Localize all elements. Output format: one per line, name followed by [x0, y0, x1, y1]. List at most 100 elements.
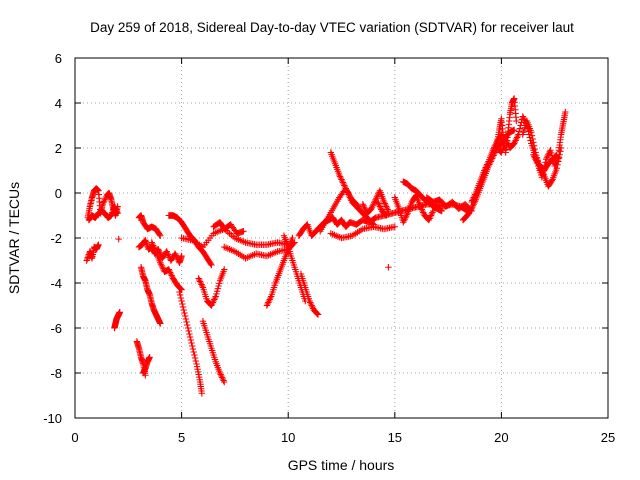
data-point — [336, 171, 343, 179]
data-point — [504, 140, 511, 147]
data-point — [308, 302, 315, 309]
series-S9 — [135, 237, 185, 266]
data-point — [172, 252, 180, 259]
data-point — [100, 199, 107, 206]
data-point — [211, 294, 219, 302]
data-point — [157, 320, 164, 327]
data-point — [197, 279, 204, 287]
y-tick-label: -10 — [43, 411, 62, 426]
axis-ticks: 0 5 10 15 20 25 -10 -8 -6 -4 -2 0 2 4 6 — [43, 51, 615, 445]
data-point — [371, 198, 379, 205]
series-S7 — [140, 354, 153, 377]
data-point — [95, 241, 102, 248]
data-point — [375, 200, 382, 207]
data-point — [217, 371, 224, 378]
data-point — [548, 177, 556, 184]
data-point — [384, 206, 391, 213]
data-point — [336, 173, 344, 180]
data-point — [539, 171, 546, 178]
data-point — [374, 198, 381, 206]
series-S11 — [148, 239, 185, 293]
data-point — [340, 180, 347, 188]
data-point — [176, 291, 184, 299]
data-point — [167, 270, 175, 278]
data-point — [417, 203, 424, 210]
data-point — [360, 202, 367, 209]
data-point — [542, 159, 549, 166]
data-point — [219, 375, 227, 383]
data-point — [402, 213, 410, 220]
data-point — [502, 135, 509, 143]
data-point — [543, 154, 551, 161]
data-point — [196, 276, 203, 284]
data-point — [149, 242, 157, 249]
data-point — [562, 108, 569, 116]
data-point — [179, 303, 187, 311]
data-point — [177, 285, 185, 293]
data-point — [199, 282, 206, 290]
y-tick-label: 4 — [55, 96, 62, 111]
data-point — [148, 239, 155, 246]
y-tick-label: -8 — [50, 366, 62, 381]
data-point — [376, 203, 384, 210]
data-point — [528, 132, 536, 139]
data-point — [468, 198, 475, 206]
data-point — [381, 210, 389, 218]
data-point — [355, 203, 362, 210]
data-point — [339, 179, 347, 186]
data-point — [369, 202, 376, 209]
data-point — [116, 309, 123, 316]
data-point — [196, 278, 204, 285]
data-point — [514, 132, 521, 140]
x-tick-label: 20 — [494, 430, 508, 445]
data-point — [184, 324, 192, 332]
series-S17 — [210, 219, 247, 237]
data-point — [519, 113, 526, 120]
data-point — [307, 299, 314, 306]
data-points — [83, 95, 569, 397]
series-S28 — [385, 264, 392, 271]
series-S38 — [555, 108, 569, 154]
data-point — [368, 205, 375, 212]
data-point — [557, 148, 564, 155]
data-point — [380, 198, 388, 206]
data-point — [531, 145, 539, 153]
data-point — [427, 213, 434, 221]
series-S26 — [359, 187, 392, 217]
data-point — [528, 129, 535, 136]
series-S10 — [137, 264, 164, 327]
x-tick-label: 25 — [601, 430, 615, 445]
series-S15 — [195, 266, 228, 309]
data-point — [533, 159, 541, 166]
data-point — [164, 251, 172, 258]
data-point — [191, 354, 199, 362]
data-point — [370, 201, 377, 208]
data-point — [354, 202, 361, 209]
data-point — [168, 272, 175, 279]
data-point — [426, 215, 433, 222]
data-point — [146, 354, 153, 361]
data-point — [538, 174, 546, 181]
series-S20 — [280, 232, 309, 305]
data-point — [471, 191, 479, 198]
data-point — [211, 296, 218, 303]
data-point — [510, 126, 518, 134]
data-point — [503, 138, 511, 146]
series-S4 — [111, 309, 123, 332]
series-S24 — [316, 185, 362, 235]
x-tick-label: 10 — [281, 430, 295, 445]
data-point — [165, 266, 173, 273]
data-point — [359, 201, 367, 208]
chart-title: Day 259 of 2018, Sidereal Day-to-day VTE… — [90, 20, 574, 35]
data-point — [188, 339, 195, 347]
data-point — [265, 297, 273, 305]
data-point — [187, 336, 195, 344]
data-point — [540, 165, 548, 172]
data-point — [208, 300, 216, 308]
series-S27 — [374, 198, 390, 219]
data-point — [438, 207, 445, 215]
data-point — [400, 217, 408, 224]
data-point — [182, 315, 190, 323]
data-point — [338, 176, 345, 183]
data-point — [385, 207, 392, 215]
